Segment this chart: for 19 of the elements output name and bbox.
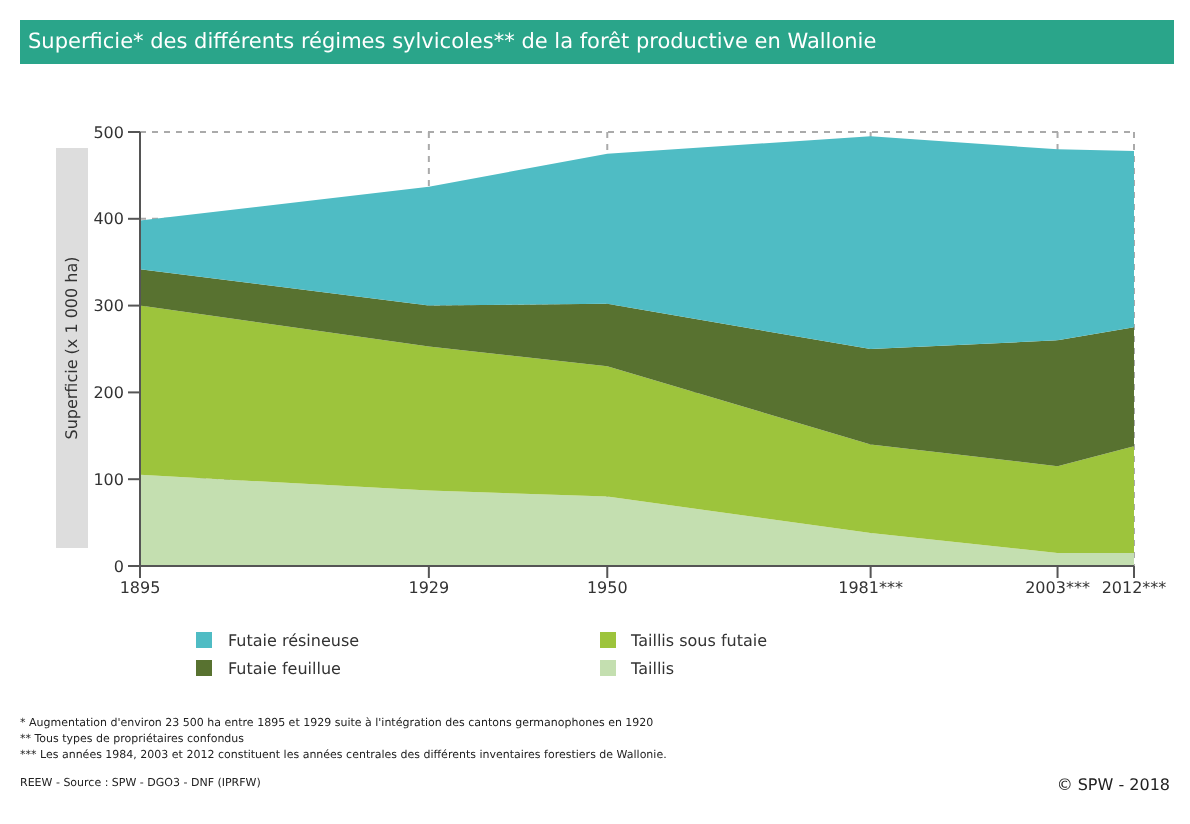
legend-label: Futaie résineuse	[228, 631, 360, 649]
legend-label: Taillis sous futaie	[631, 631, 768, 649]
x-tick-label: 2003***	[1025, 579, 1090, 598]
y-tick-label: 100	[93, 470, 124, 489]
chart-title: Superficie* des différents régimes sylvicoles** de la forêt productive en Wallonie	[20, 20, 1174, 64]
legend-label: Futaie feuillue	[228, 659, 341, 677]
x-tick-label: 2012***	[1101, 579, 1167, 598]
y-tick-label: 400	[93, 210, 124, 229]
y-tick-label: 0	[113, 557, 124, 576]
legend-label: Taillis	[631, 659, 675, 677]
x-tick-label: 1981***	[838, 579, 903, 598]
x-tick-label: 1895	[119, 579, 161, 598]
text: © SPW - 2018	[1056, 776, 1170, 794]
x-tick-label: 1950	[586, 579, 628, 598]
x-tick-label: 1929	[408, 579, 450, 598]
y-tick-label: 200	[93, 384, 124, 403]
y-tick-label: 500	[93, 123, 124, 142]
y-tick-label: 300	[93, 297, 124, 316]
y-axis-title: Superficie (x 1 000 ha)	[63, 256, 81, 440]
